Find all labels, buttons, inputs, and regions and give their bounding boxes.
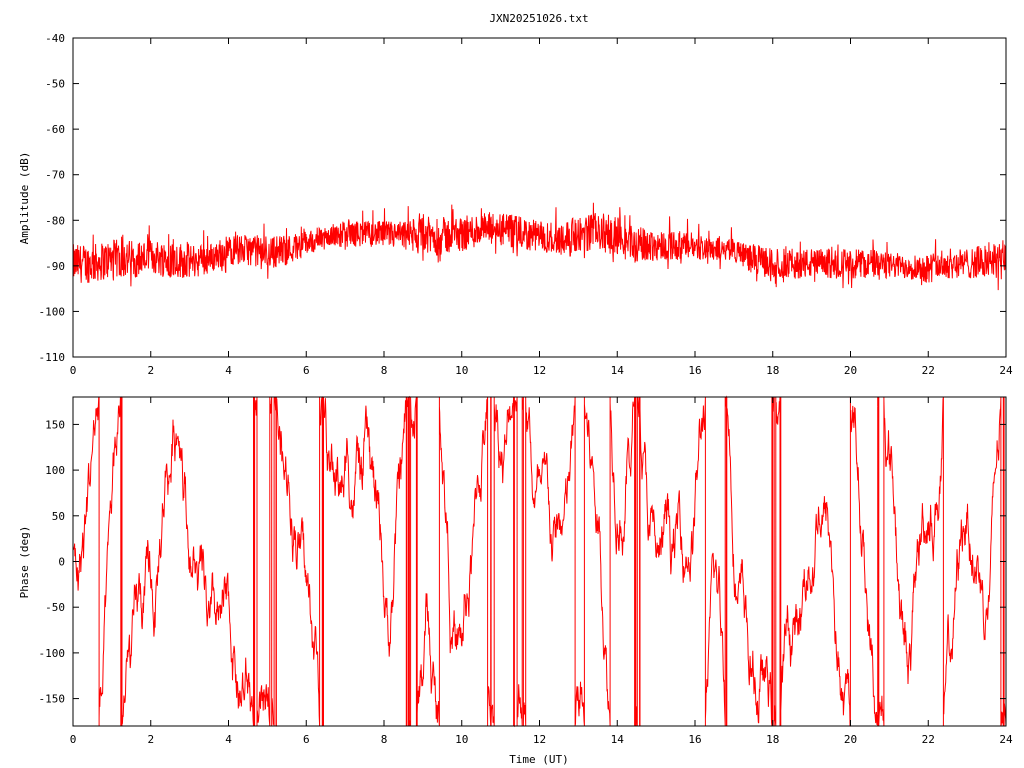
amplitude-x-tick-label: 20 — [844, 364, 857, 377]
phase-series-line — [72, 395, 1007, 728]
amplitude-y-tick-label: -100 — [39, 305, 66, 318]
amplitude-x-tick-label: 12 — [533, 364, 546, 377]
phase-x-tick-label: 6 — [303, 733, 310, 746]
amplitude-x-tick-label: 24 — [999, 364, 1013, 377]
amplitude-series-line — [72, 202, 1007, 291]
amplitude-y-tick-label: -40 — [45, 32, 65, 45]
phase-x-tick-label: 16 — [688, 733, 701, 746]
phase-plot-frame — [72, 396, 1007, 727]
phase-x-tick-label: 18 — [766, 733, 779, 746]
phase-y-tick-label: -50 — [45, 601, 65, 614]
amplitude-y-tick-label: -110 — [39, 351, 66, 364]
amplitude-x-tick-label: 16 — [688, 364, 701, 377]
amplitude-x-tick-label: 14 — [611, 364, 625, 377]
amplitude-x-tick-label: 4 — [225, 364, 232, 377]
amplitude-panel: 0 2 4 6 8 10 12 14 16 18 20 22 24-110-100-90-80-70-6… — [18, 32, 1013, 377]
amplitude-x-tick-label: 0 — [70, 364, 77, 377]
phase-x-tick-label: 22 — [922, 733, 935, 746]
amplitude-y-tick-label: -50 — [45, 78, 65, 91]
amplitude-y-tick-label: -90 — [45, 260, 65, 273]
amplitude-y-tick-label: -80 — [45, 214, 65, 227]
phase-x-tick-label: 24 — [999, 733, 1013, 746]
amplitude-x-tick-label: 10 — [455, 364, 468, 377]
amplitude-y-axis-label: Amplitude (dB) — [18, 152, 31, 245]
amplitude-x-tick-label: 18 — [766, 364, 779, 377]
phase-x-axis-label: Time (UT) — [509, 753, 569, 766]
phase-x-tick-label: 0 — [70, 733, 77, 746]
phase-panel: 0 2 4 6 8 10 12 14 16 18 20 22 24-150-100-5005010015… — [18, 395, 1013, 766]
phase-x-tick-label: 20 — [844, 733, 857, 746]
amplitude-x-tick-label: 22 — [922, 364, 935, 377]
phase-y-tick-label: 0 — [58, 556, 65, 569]
phase-y-tick-label: -100 — [39, 647, 66, 660]
phase-x-tick-label: 10 — [455, 733, 468, 746]
amplitude-plot-frame — [72, 37, 1007, 358]
amplitude-y-tick-label: -70 — [45, 169, 65, 182]
phase-y-tick-label: 100 — [45, 464, 65, 477]
amplitude-x-tick-label: 2 — [147, 364, 154, 377]
phase-y-tick-label: 150 — [45, 418, 65, 431]
phase-y-tick-label: 50 — [52, 510, 65, 523]
phase-x-tick-label: 4 — [225, 733, 232, 746]
phase-x-tick-label: 14 — [611, 733, 625, 746]
phase-x-tick-label: 12 — [533, 733, 546, 746]
chart-title: JXN20251026.txt — [489, 12, 588, 25]
phase-x-tick-label: 2 — [147, 733, 154, 746]
phase-x-tick-label: 8 — [381, 733, 388, 746]
phase-y-axis-label: Phase (deg) — [18, 526, 31, 599]
amplitude-x-tick-label: 6 — [303, 364, 310, 377]
amplitude-x-tick-label: 8 — [381, 364, 388, 377]
phase-y-tick-label: -150 — [39, 693, 66, 706]
amplitude-y-tick-label: -60 — [45, 123, 65, 136]
